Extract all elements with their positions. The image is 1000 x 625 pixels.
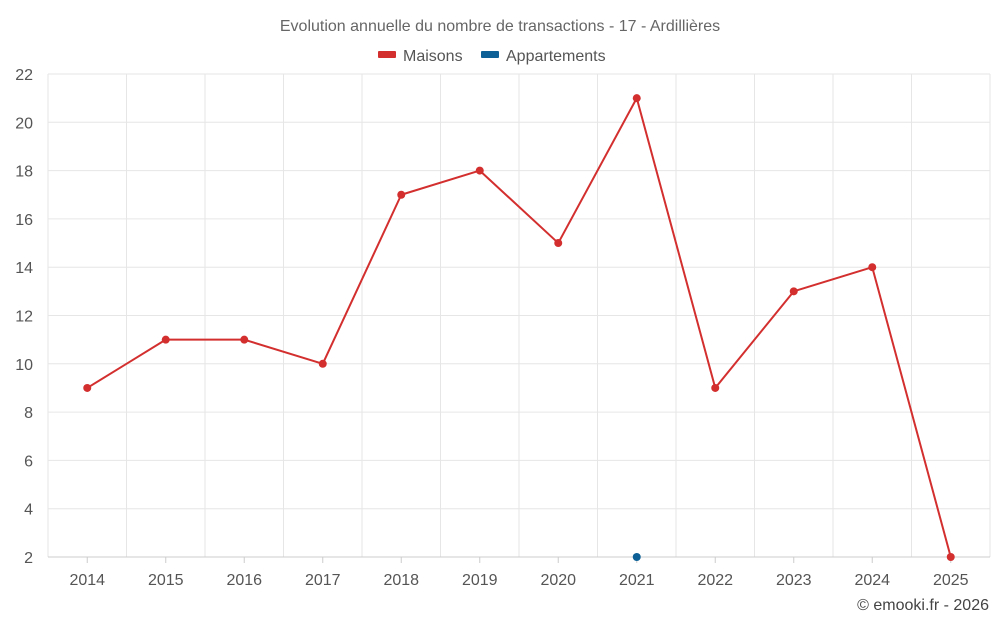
x-tick-label-2017: 2017 (305, 572, 341, 589)
y-tick-label: 22 (15, 67, 33, 84)
legend: Maisons Appartements (378, 48, 606, 65)
y-tick-label: 10 (15, 357, 33, 374)
series (83, 94, 955, 561)
x-tick-label-2025: 2025 (933, 572, 969, 589)
x-tick-label-2019: 2019 (462, 572, 498, 589)
grid (47, 73, 991, 558)
x-tick-label-2014: 2014 (69, 572, 105, 589)
y-tick-label: 20 (15, 115, 33, 132)
series-line-maisons (86, 97, 952, 558)
data-point-maisons-2023[interactable] (789, 287, 798, 296)
y-tick-label: 8 (24, 405, 33, 422)
x-tick-label-2016: 2016 (226, 572, 262, 589)
x-tick-label-2023: 2023 (776, 572, 812, 589)
y-tick-label: 14 (15, 260, 33, 277)
data-point-maisons-2015[interactable] (161, 335, 170, 344)
legend-swatch-maisons (378, 51, 396, 58)
x-tick-label-2015: 2015 (148, 572, 184, 589)
credit: © emooki.fr - 2026 (857, 597, 989, 614)
data-point-maisons-2021[interactable] (632, 94, 641, 103)
data-point-maisons-2024[interactable] (868, 263, 877, 272)
x-tick-label-2022: 2022 (697, 572, 733, 589)
y-tick-label: 18 (15, 164, 33, 181)
y-tick-label: 12 (15, 309, 33, 326)
data-point-maisons-2022[interactable] (711, 383, 720, 392)
legend-item-appartements[interactable]: Appartements (481, 48, 606, 65)
data-point-maisons-2025[interactable] (946, 553, 955, 561)
y-tick-label: 2 (24, 550, 33, 567)
data-point-maisons-2014[interactable] (83, 383, 92, 392)
data-point-appartements-2021[interactable] (632, 553, 641, 561)
data-point-maisons-2017[interactable] (318, 359, 327, 368)
legend-label-appartements: Appartements (506, 48, 606, 65)
x-tick-label-2018: 2018 (383, 572, 419, 589)
x-tick-label-2020: 2020 (540, 572, 576, 589)
x-tick-label-2024: 2024 (854, 572, 890, 589)
legend-label-maisons: Maisons (403, 48, 463, 65)
y-tick-label: 4 (24, 502, 33, 519)
y-tick-label: 6 (24, 453, 33, 470)
data-point-maisons-2020[interactable] (554, 239, 563, 248)
x-tick-label-2021: 2021 (619, 572, 655, 589)
legend-item-maisons[interactable]: Maisons (378, 48, 463, 65)
y-axis: 2 4 6 8 10 12 14 16 18 20 22 (15, 67, 33, 567)
y-tick-label: 16 (15, 212, 33, 229)
chart-title: Evolution annuelle du nombre de transact… (280, 18, 720, 35)
data-point-maisons-2019[interactable] (475, 166, 484, 175)
x-axis: 2014 2015 2016 2017 2018 2019 2020 2021 2022 2023… (69, 557, 969, 589)
data-point-maisons-2018[interactable] (397, 190, 406, 199)
data-point-maisons-2016[interactable] (240, 335, 249, 344)
legend-swatch-appartements (481, 51, 499, 58)
